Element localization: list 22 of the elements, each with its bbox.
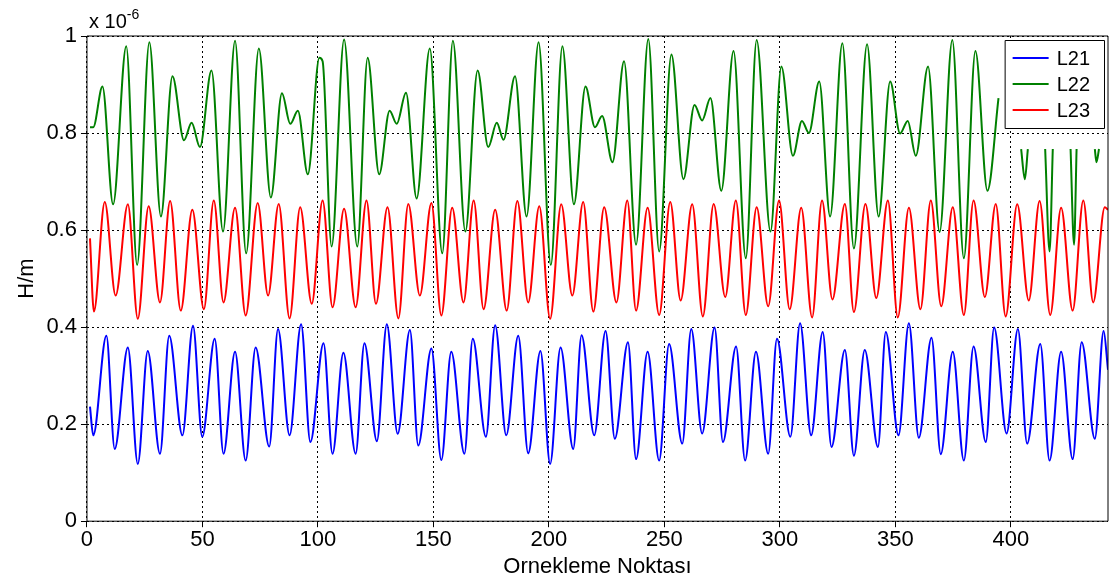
- legend-label: L23: [1056, 98, 1091, 121]
- line-series: [88, 199, 1108, 320]
- x-tick-label: 50: [190, 526, 215, 552]
- x-tick-label: 400: [992, 526, 1030, 552]
- x-tick-label: 200: [530, 526, 568, 552]
- y-tick-label: 0.2: [46, 410, 77, 436]
- y-tick-label: 0.6: [46, 216, 77, 242]
- x-tick-label: 350: [877, 526, 914, 552]
- legend-label: L21: [1056, 46, 1091, 69]
- line-series: [88, 322, 1108, 465]
- x-tick-label: 0: [80, 526, 94, 552]
- y-axis-title: H/m: [13, 258, 39, 299]
- y-tick-label: 0: [64, 507, 77, 533]
- x-tick-label: 300: [761, 526, 799, 552]
- x-tick-label: 250: [646, 526, 683, 552]
- y-tick-label: 1: [64, 22, 77, 48]
- y-tick-label: 0.4: [46, 313, 77, 339]
- x-tick-label: 150: [415, 526, 452, 552]
- x-axis-title: Ornekleme Noktası: [503, 552, 692, 578]
- legend-label: L22: [1056, 72, 1091, 95]
- x-tick-label: 100: [299, 526, 337, 552]
- y-tick-label: 0.8: [46, 119, 77, 145]
